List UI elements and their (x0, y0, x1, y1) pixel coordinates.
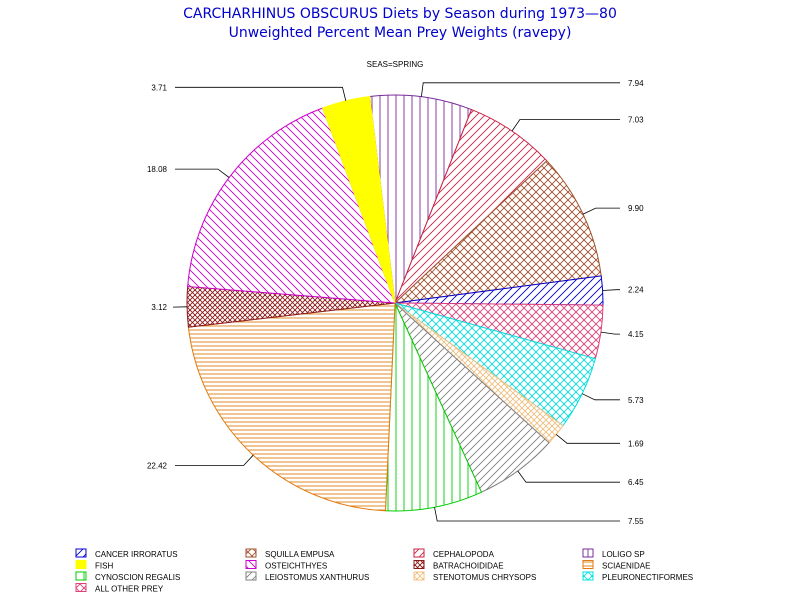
value-label-stenotomus-chrysops: 1.69 (628, 439, 644, 448)
group-label: SEAS=SPRING (367, 60, 424, 69)
leader-line-cancer-irroratus (602, 289, 620, 291)
leader-line-squilla-empusa (582, 207, 620, 215)
legend-swatch-osteichthyes (245, 560, 257, 569)
legend: CANCER IRRORATUS SQUILLA EMPUSA CEPHALOPOD… (75, 548, 693, 594)
value-label-osteichthyes: 18.08 (147, 165, 168, 174)
pie-slices (186, 94, 604, 512)
value-label-group: 7.94 7.03 9.90 2.24 4.15 5.73 1.69 6.45 7.55 22.4… (147, 79, 644, 526)
leader-line-loligo-sp (421, 82, 620, 97)
value-label-cephalopoda: 7.03 (628, 116, 644, 125)
legend-label-cephalopoda: CEPHALOPODA (433, 550, 495, 559)
legend-swatch-cancer-irroratus (75, 548, 87, 558)
legend-swatch-loligo-sp (582, 548, 594, 558)
legend-label-fish: FISH (95, 562, 113, 571)
legend-swatch-all-other-prey (75, 583, 87, 592)
leader-line-pleuronectiformes (582, 393, 620, 401)
leader-line-all-other-prey (600, 331, 620, 335)
value-label-squilla-empusa: 9.90 (628, 204, 644, 213)
chart-subtitle: Unweighted Percent Mean Prey Weights (ra… (229, 25, 572, 41)
pie-slice-squilla-empusa (393, 160, 602, 304)
legend-swatch-pleuronectiformes (582, 571, 594, 581)
legend-label-pleuronectiformes: PLEURONECTIFORMES (602, 573, 693, 582)
legend-swatch-fish (75, 560, 87, 569)
value-label-loligo-sp: 7.94 (628, 79, 644, 88)
legend-swatch-leiostomus-xanthurus (245, 571, 257, 581)
pie-slice-osteichthyes (187, 107, 396, 304)
value-label-leiostomus-xanthurus: 6.45 (628, 478, 644, 487)
leader-line-sciaenidae (175, 454, 254, 466)
legend-label-sciaenidae: SCIAENIDAE (602, 562, 650, 571)
pie-slice-fish (322, 95, 396, 304)
pie-slice-loligo-sp (369, 94, 473, 304)
legend-label-osteichthyes: OSTEICHTHYES (265, 562, 327, 571)
value-label-batrachoididae: 3.12 (151, 303, 167, 312)
value-label-sciaenidae: 22.42 (147, 461, 168, 470)
leader-line-osteichthyes (175, 168, 230, 178)
legend-swatch-batrachoididae (413, 560, 425, 569)
legend-label-batrachoididae: BATRACHOIDIDAE (433, 562, 504, 571)
legend-swatch-cynoscion-regalis (75, 571, 87, 581)
legend-swatch-cephalopoda (413, 548, 425, 558)
value-label-cynoscion-regalis: 7.55 (628, 517, 644, 526)
leader-line-cephalopoda (511, 119, 620, 132)
pie-slice-sciaenidae (187, 302, 396, 512)
legend-label-leiostomus-xanthurus: LEIOSTOMUS XANTHURUS (265, 573, 369, 582)
value-label-pleuronectiformes: 5.73 (628, 396, 644, 405)
leader-line-cynoscion-regalis (434, 507, 620, 522)
legend-label-cynoscion-regalis: CYNOSCION REGALIS (95, 573, 180, 582)
legend-swatch-stenotomus-chrysops (413, 571, 425, 581)
value-label-cancer-irroratus: 2.24 (628, 286, 644, 295)
leader-line-fish (175, 86, 347, 101)
legend-label-loligo-sp: LOLIGO SP (602, 550, 645, 559)
legend-swatch-squilla-empusa (245, 548, 257, 558)
leader-line-leiostomus-xanthurus (517, 470, 620, 483)
value-label-fish: 3.71 (151, 83, 167, 92)
legend-label-squilla-empusa: SQUILLA EMPUSA (265, 550, 335, 559)
legend-swatch-sciaenidae (582, 560, 594, 569)
legend-label-stenotomus-chrysops: STENOTOMUS CHRYSOPS (433, 573, 536, 582)
value-label-all-other-prey: 4.15 (628, 330, 644, 339)
legend-label-all-other-prey: ALL OTHER PREY (95, 585, 164, 594)
chart-title: CARCHARHINUS OBSCURUS Diets by Season du… (183, 6, 617, 22)
pie-slice-cynoscion-regalis (384, 302, 483, 512)
legend-label-cancer-irroratus: CANCER IRRORATUS (95, 550, 178, 559)
leader-line-stenotomus-chrysops (555, 434, 620, 444)
